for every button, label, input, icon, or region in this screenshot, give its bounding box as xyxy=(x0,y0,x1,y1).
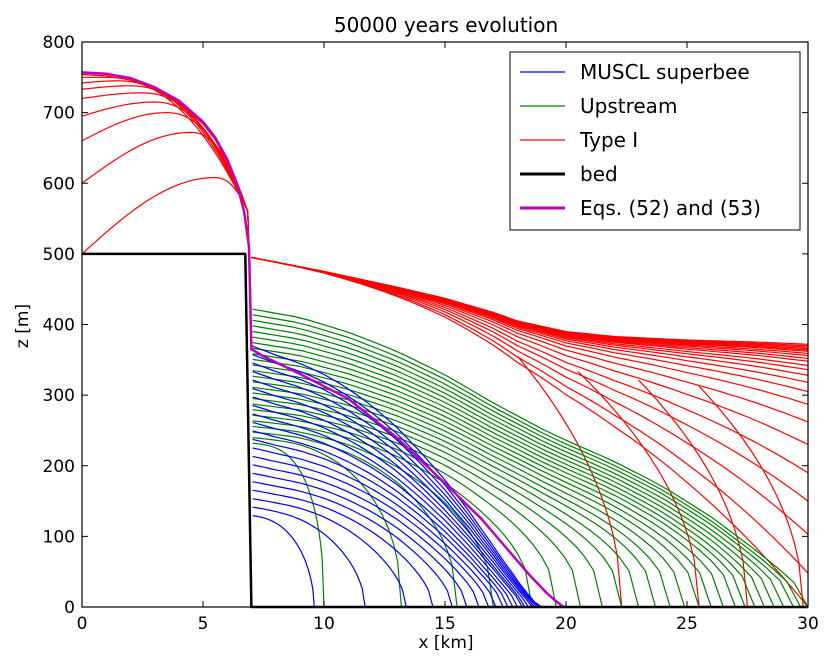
muscl-profile-line xyxy=(252,345,543,608)
type1-lowland-line xyxy=(251,256,809,345)
upstream-profile-line xyxy=(252,409,582,608)
legend-label: bed xyxy=(580,162,618,186)
x-tick-label: 15 xyxy=(434,614,456,634)
muscl-profile-line xyxy=(252,379,533,608)
y-tick-label: 300 xyxy=(43,386,75,406)
upstream-profile-line xyxy=(252,330,775,608)
upstream-profile-line xyxy=(252,381,671,608)
legend-label: Eqs. (52) and (53) xyxy=(580,196,761,220)
x-tick-label: 10 xyxy=(313,614,335,634)
upstream-profile-line xyxy=(252,386,657,608)
muscl-profile-line xyxy=(252,413,519,608)
upstream-profile-line xyxy=(252,375,686,608)
muscl-profile-line xyxy=(252,396,526,608)
y-tick-label: 700 xyxy=(43,104,75,124)
muscl-profile-line xyxy=(252,404,523,608)
legend-label: Type I xyxy=(579,128,638,152)
y-tick-label: 600 xyxy=(43,174,75,194)
type1-front-line xyxy=(517,355,623,608)
upstream-profile-line xyxy=(252,347,746,608)
x-tick-label: 0 xyxy=(77,614,88,634)
legend-label: Upstream xyxy=(580,94,677,118)
y-tick-label: 500 xyxy=(43,245,75,265)
y-axis-label: z [m] xyxy=(13,304,33,348)
muscl-profile-line xyxy=(252,489,434,608)
chart-title: 50000 years evolution xyxy=(334,13,558,37)
muscl-profile-line xyxy=(252,515,315,608)
y-tick-label: 100 xyxy=(43,527,75,547)
legend: MUSCL superbee Upstream Type I bed Eqs. (52)… xyxy=(509,51,801,231)
type1-dome-line xyxy=(82,76,250,254)
type1-dome-line xyxy=(81,85,250,254)
muscl-profile-line xyxy=(252,354,540,608)
x-tick-label: 30 xyxy=(797,614,819,634)
x-tick-label: 20 xyxy=(555,614,577,634)
muscl-profile-line xyxy=(252,455,490,608)
type1-dome-line xyxy=(81,92,250,254)
muscl-profile-line xyxy=(252,421,514,608)
upstream-profile-line xyxy=(252,437,402,608)
upstream-profile-line xyxy=(252,319,795,608)
upstream-profile-line xyxy=(252,392,640,608)
series-layer xyxy=(81,71,809,609)
y-tick-label: 800 xyxy=(43,33,75,53)
upstream-profile-line xyxy=(252,336,765,608)
type1-front-line xyxy=(638,379,749,608)
x-tick-label: 25 xyxy=(676,614,698,634)
upstream-profile-line xyxy=(252,364,712,608)
y-tick-label: 200 xyxy=(43,457,75,477)
y-tick-label: 400 xyxy=(43,316,75,336)
muscl-profile-line xyxy=(252,472,468,608)
muscl-profile-line xyxy=(252,371,535,608)
muscl-profile-line xyxy=(252,506,366,608)
upstream-profile-line xyxy=(252,403,603,608)
upstream-profile-line xyxy=(252,325,785,608)
x-axis-label: x [km] xyxy=(418,633,473,653)
upstream-profile-line xyxy=(252,342,756,608)
upstream-profile-line xyxy=(252,358,724,608)
x-tick-label: 5 xyxy=(198,614,209,634)
type1-dome-line xyxy=(81,80,250,254)
y-tick-label: 0 xyxy=(64,598,75,618)
upstream-profile-line xyxy=(252,353,736,608)
muscl-profile-line xyxy=(252,362,538,608)
upstream-profile-line xyxy=(252,431,458,608)
muscl-profile-line xyxy=(252,498,407,608)
upstream-profile-line xyxy=(252,314,802,608)
muscl-profile-line xyxy=(252,387,529,608)
type1-front-line xyxy=(698,385,804,608)
type1-front-line xyxy=(577,371,700,608)
muscl-profile-line xyxy=(252,447,497,608)
type1-dome-line xyxy=(81,177,250,255)
upstream-profile-line xyxy=(252,397,623,608)
legend-label: MUSCL superbee xyxy=(580,60,750,84)
muscl-profile-line xyxy=(252,438,504,608)
muscl-profile-line xyxy=(252,481,453,608)
muscl-profile-line xyxy=(252,464,480,608)
muscl-profile-line xyxy=(252,430,509,608)
upstream-profile-line xyxy=(252,308,809,608)
analytic-solution-line xyxy=(81,71,565,608)
legend-box xyxy=(509,51,801,231)
